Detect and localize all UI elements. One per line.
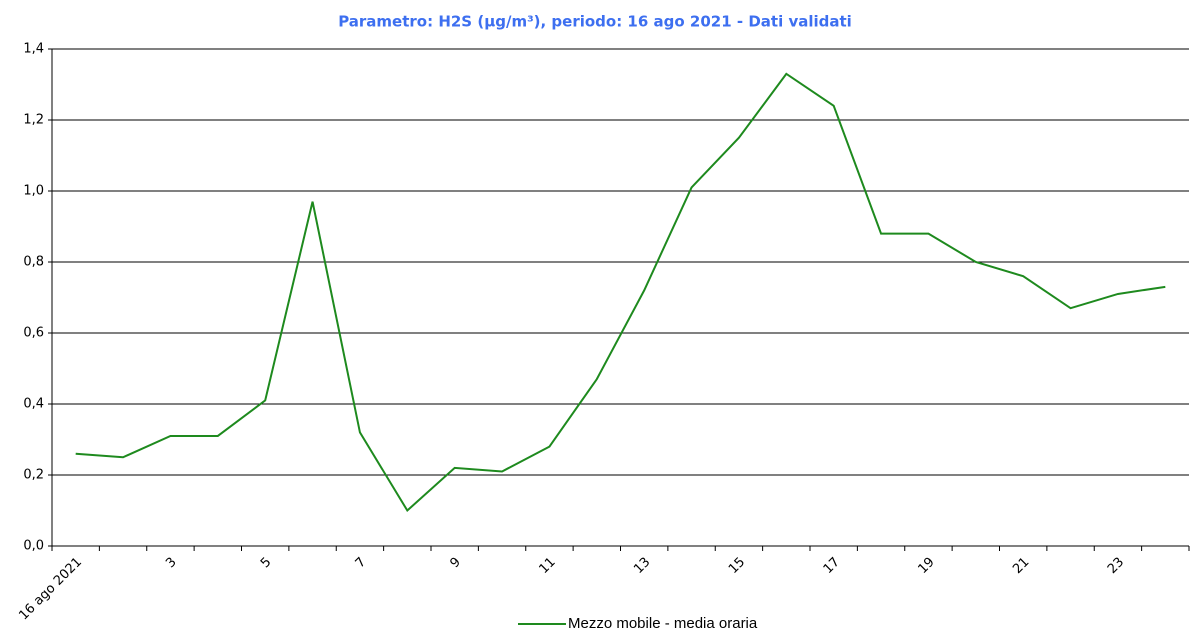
y-tick-label: 1,2 bbox=[23, 113, 44, 128]
x-tick-label: 15 bbox=[726, 555, 748, 577]
x-tick-label: 23 bbox=[1105, 555, 1127, 577]
y-tick-label: 1,0 bbox=[23, 184, 44, 199]
x-tick-label: 9 bbox=[448, 555, 464, 571]
x-tick-label: 13 bbox=[631, 555, 653, 577]
x-tick-label: 3 bbox=[163, 555, 179, 571]
legend-label: Mezzo mobile - media oraria bbox=[568, 615, 758, 632]
x-tick-label: 7 bbox=[353, 555, 369, 571]
x-tick-label: 5 bbox=[258, 555, 274, 571]
chart-title: Parametro: H2S (µg/m³), periodo: 16 ago … bbox=[338, 13, 852, 31]
x-tick-label: 17 bbox=[821, 555, 843, 577]
y-tick-label: 1,4 bbox=[23, 42, 44, 57]
y-tick-label: 0,6 bbox=[23, 326, 44, 341]
x-tick-label: 16 ago 2021 bbox=[16, 555, 85, 624]
x-tick-label: 19 bbox=[915, 555, 937, 577]
y-tick-label: 0,8 bbox=[23, 255, 44, 270]
y-tick-label: 0,0 bbox=[23, 539, 44, 554]
y-tick-label: 0,4 bbox=[23, 397, 44, 412]
x-tick-label: 11 bbox=[536, 555, 558, 577]
x-tick-label: 21 bbox=[1010, 555, 1032, 577]
y-tick-label: 0,2 bbox=[23, 468, 44, 483]
data-line bbox=[75, 72, 1166, 513]
